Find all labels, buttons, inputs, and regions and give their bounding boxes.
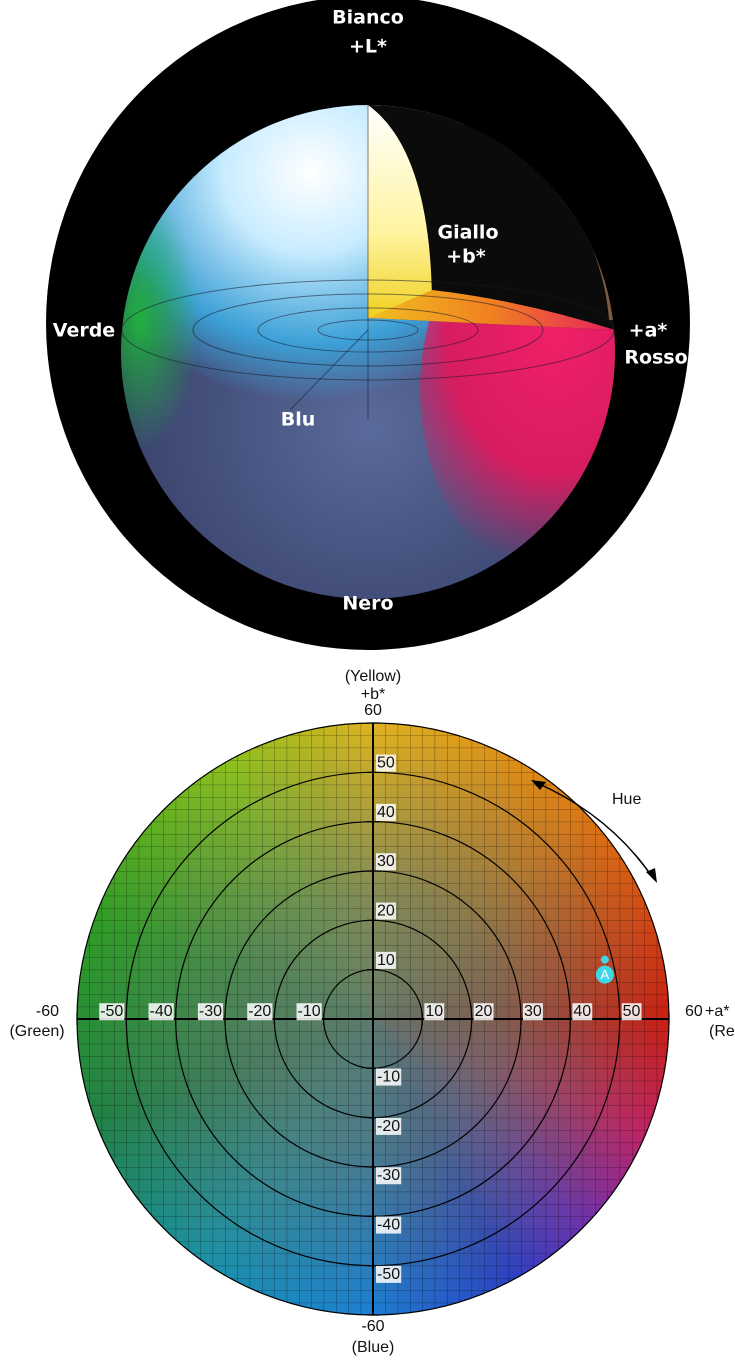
y-tick-label: -50 xyxy=(377,1266,400,1283)
y-tick-label: 10 xyxy=(377,952,395,969)
y-tick-label: 30 xyxy=(377,853,395,870)
y-tick-label: 20 xyxy=(377,903,395,920)
lab-sphere xyxy=(121,105,615,599)
tick-label-bg xyxy=(197,1003,224,1021)
sphere-axis: +L* xyxy=(349,36,387,58)
tick-label-bg xyxy=(376,1216,402,1234)
tick-label-bg xyxy=(296,1003,322,1021)
tick-label-bg xyxy=(376,754,396,772)
tick-label-bg xyxy=(376,1117,402,1135)
x-tick-label: 60 xyxy=(685,1003,703,1020)
sphere-label: Nero xyxy=(342,593,393,615)
y-tick-label: 40 xyxy=(377,804,395,821)
y-neg-name: (Blue) xyxy=(352,1339,395,1356)
tick-label-bg xyxy=(473,1003,494,1021)
tick-label-bg xyxy=(523,1003,543,1021)
sphere-label: Verde xyxy=(53,320,115,342)
sphere-axis: +a* xyxy=(629,320,668,342)
point-tail xyxy=(600,955,609,964)
tick-label-bg xyxy=(247,1003,273,1021)
tick-label-bg xyxy=(376,1167,402,1185)
x-tick-label: -20 xyxy=(248,1003,271,1020)
y-tick-label: -20 xyxy=(377,1118,400,1135)
tick-label-bg xyxy=(424,1003,445,1021)
point xyxy=(595,965,614,984)
y-tick-label: 50 xyxy=(377,755,395,772)
y-tick-label: -30 xyxy=(377,1167,400,1184)
y-tick-label: 60 xyxy=(364,702,382,719)
x-tick-label: 40 xyxy=(573,1003,591,1020)
tick-label-bg xyxy=(148,1003,174,1021)
x-tick-label: 20 xyxy=(475,1003,493,1020)
tick-label-bg xyxy=(572,1003,593,1021)
tick-label-bg xyxy=(621,1003,642,1021)
sphere-label: Bianco xyxy=(332,7,404,29)
point-label: A xyxy=(601,967,610,982)
sphere-label: Rosso xyxy=(624,347,687,369)
tick-label-bg xyxy=(376,951,396,969)
y-tick-label: -40 xyxy=(377,1217,400,1234)
tick-label-bg xyxy=(376,853,396,871)
x-tick-label: -10 xyxy=(298,1003,321,1020)
y-tick-label: -60 xyxy=(361,1318,384,1335)
x-pos-name: (Red) xyxy=(709,1023,735,1040)
hue-label: Hue xyxy=(612,791,641,808)
x-tick-label: -60 xyxy=(36,1003,59,1020)
tick-label-bg xyxy=(376,902,396,920)
x-tick-label: -30 xyxy=(199,1003,222,1020)
x-tick-label: -40 xyxy=(150,1003,173,1020)
tick-label-bg xyxy=(99,1003,125,1021)
tick-label-bg xyxy=(376,1265,402,1283)
tick-label-bg xyxy=(376,803,396,821)
y-pos-name: (Yellow) xyxy=(345,668,401,685)
sphere-label: Giallo xyxy=(437,222,498,244)
x-axis-title: +a* xyxy=(705,1003,729,1020)
hue-arrow xyxy=(534,781,654,879)
x-tick-label: -50 xyxy=(100,1003,123,1020)
x-tick-label: 10 xyxy=(425,1003,443,1020)
y-tick-label: -10 xyxy=(377,1069,400,1086)
x-tick-label: 30 xyxy=(524,1003,542,1020)
x-tick-label: 50 xyxy=(623,1003,641,1020)
x-neg-name: (Green) xyxy=(9,1023,64,1040)
y-axis-title: +b* xyxy=(361,686,385,703)
tick-label-bg xyxy=(376,1068,402,1086)
ab-chart: -60 -50 -40 -30 -20 -10 10 20 30 40 50 60 -60 -50 -40 -… xyxy=(9,668,735,1356)
sphere-label: Blu xyxy=(281,409,316,431)
sphere-axis: +b* xyxy=(446,246,486,268)
